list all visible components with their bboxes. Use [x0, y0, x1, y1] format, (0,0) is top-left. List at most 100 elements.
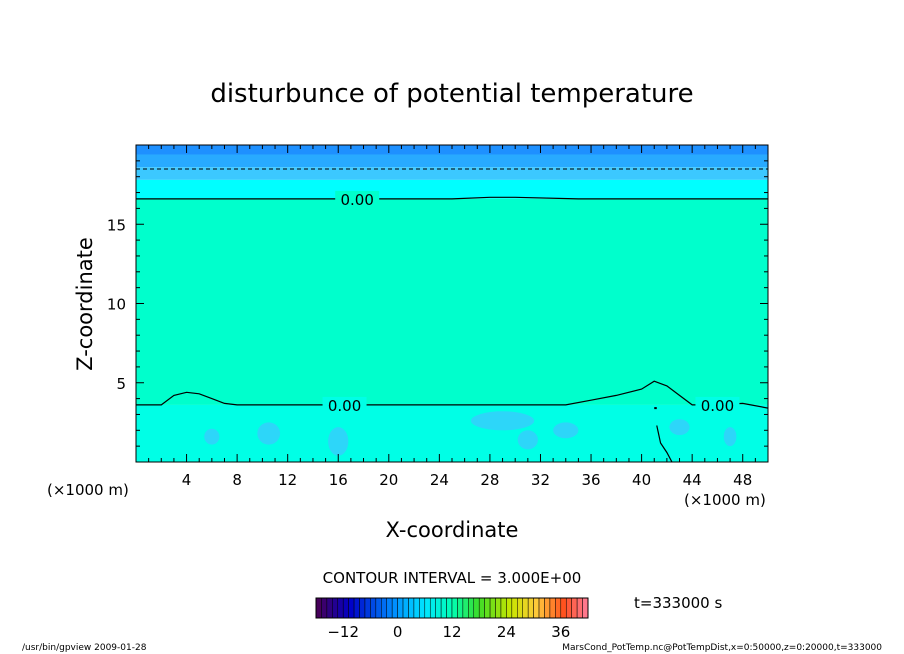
colorbar-swatch — [468, 597, 475, 619]
contour-label: 0.00 — [701, 397, 734, 415]
colorbar-swatch — [484, 597, 491, 619]
colorbar-tick-label: 0 — [393, 623, 403, 641]
band-patch — [553, 422, 579, 439]
colorbar-tick-labels: −12 0 12 24 36 — [327, 623, 570, 641]
colorbar-tick-label: 36 — [551, 623, 570, 641]
contour-label-bg — [322, 396, 367, 413]
colorbar-swatch — [370, 597, 377, 619]
colorbar-swatch — [522, 597, 529, 619]
colorbar-swatch — [315, 597, 322, 619]
y-tick-label: 5 — [116, 375, 126, 393]
plot-area: 0.00 0.00 0.00 — [136, 145, 768, 462]
band-patch — [669, 419, 690, 436]
x-tick-label: 16 — [329, 471, 348, 489]
band-patch — [723, 427, 737, 447]
colorbar-swatch — [538, 597, 545, 619]
colorbar-tick-label: −12 — [327, 623, 359, 641]
colorbar-swatch — [353, 597, 360, 619]
y-tick-label: 15 — [107, 216, 126, 234]
contour-label: 0.00 — [328, 397, 361, 415]
colorbar-swatch — [506, 597, 513, 619]
x-tick-label: 24 — [430, 471, 449, 489]
band-patch — [470, 411, 535, 431]
x-unit-right: (×1000 m) — [684, 491, 766, 509]
colorbar-swatch — [451, 597, 458, 619]
x-tick-label: 40 — [632, 471, 651, 489]
contour-interval-text: CONTOUR INTERVAL = 3.000E+00 — [323, 569, 582, 587]
x-tick-label: 20 — [379, 471, 398, 489]
band-fill — [136, 154, 768, 168]
colorbar-swatch — [375, 597, 382, 619]
band-patch — [257, 422, 281, 445]
colorbar-swatch — [359, 597, 366, 619]
x-tick-label: 8 — [232, 471, 242, 489]
x-tick-labels: 4 8 12 16 20 24 28 32 36 40 44 48 — [182, 471, 752, 489]
colorbar-swatch — [495, 597, 502, 619]
contour-label: 0.00 — [340, 191, 373, 209]
colorbar-swatch — [478, 597, 485, 619]
colorbar-swatch — [500, 597, 507, 619]
colorbar-swatch — [386, 597, 393, 619]
colorbar-swatch — [413, 597, 420, 619]
colorbar-swatch — [457, 597, 464, 619]
colorbar-swatch — [381, 597, 387, 619]
axis-ticks — [136, 145, 768, 462]
filled-bands — [136, 145, 768, 462]
colorbar-swatch — [364, 597, 371, 619]
x-tick-label: 48 — [733, 471, 752, 489]
band-patch — [328, 427, 349, 456]
x-tick-label: 4 — [182, 471, 192, 489]
band-fill — [136, 179, 768, 199]
colorbar-swatch — [424, 597, 431, 619]
colorbar-swatch — [429, 597, 436, 619]
band-fill — [136, 404, 768, 462]
colorbar-swatch — [527, 597, 534, 619]
colorbar-swatch — [408, 597, 415, 619]
time-label: t=333000 s — [634, 594, 722, 612]
contour-labels: 0.00 0.00 0.00 — [322, 190, 740, 415]
colorbar-swatch — [435, 597, 442, 619]
contour-lines — [136, 196, 768, 462]
colorbar-swatch — [582, 597, 589, 619]
colorbar-swatch — [332, 597, 339, 619]
footer-left: /usr/bin/gpview 2009-01-28 — [22, 643, 147, 653]
colorbar-frame — [315, 597, 589, 619]
contour-label-bg — [335, 190, 380, 207]
band-fill — [136, 167, 768, 180]
colorbar-swatch — [533, 597, 540, 619]
contour-line — [136, 380, 768, 409]
colorbar-swatch — [560, 597, 567, 619]
colorbar-swatch — [576, 597, 583, 619]
colorbar-swatch — [544, 597, 551, 619]
colorbar-swatch — [419, 597, 426, 619]
chart-title: disturbunce of potential temperature — [210, 79, 693, 109]
contour-line — [656, 425, 673, 462]
colorbar-swatch — [321, 597, 328, 619]
colorbar-swatch — [511, 597, 518, 619]
colorbar-swatch — [555, 597, 562, 619]
colorbar-swatch — [440, 597, 447, 619]
colorbar-tick-label: 12 — [442, 623, 461, 641]
colorbar-tick-label: 24 — [497, 623, 516, 641]
colorbar-swatch — [337, 597, 344, 619]
band-patch — [204, 428, 220, 445]
colorbar-swatch — [565, 597, 572, 619]
x-unit-left: (×1000 m) — [47, 481, 129, 499]
y-axis-label: Z-coordinate — [73, 237, 97, 371]
colorbar-swatch — [402, 597, 409, 619]
y-tick-labels: 5 10 15 — [107, 216, 126, 393]
x-tick-label: 32 — [531, 471, 550, 489]
x-tick-label: 44 — [683, 471, 702, 489]
colorbar-swatch — [446, 597, 453, 619]
colorbar-swatch — [397, 597, 404, 619]
band-patch — [517, 430, 538, 450]
y-tick-label: 10 — [107, 296, 126, 314]
colorbar-swatch — [462, 597, 469, 619]
colorbar-swatch — [326, 597, 333, 619]
footer-right: MarsCond_PotTemp.nc@PotTempDist,x=0:5000… — [562, 643, 882, 653]
x-tick-label: 12 — [278, 471, 297, 489]
band-fill — [136, 198, 768, 405]
colorbar-swatch — [489, 597, 496, 619]
band-fill — [136, 145, 768, 155]
colorbar-swatch — [549, 597, 556, 619]
